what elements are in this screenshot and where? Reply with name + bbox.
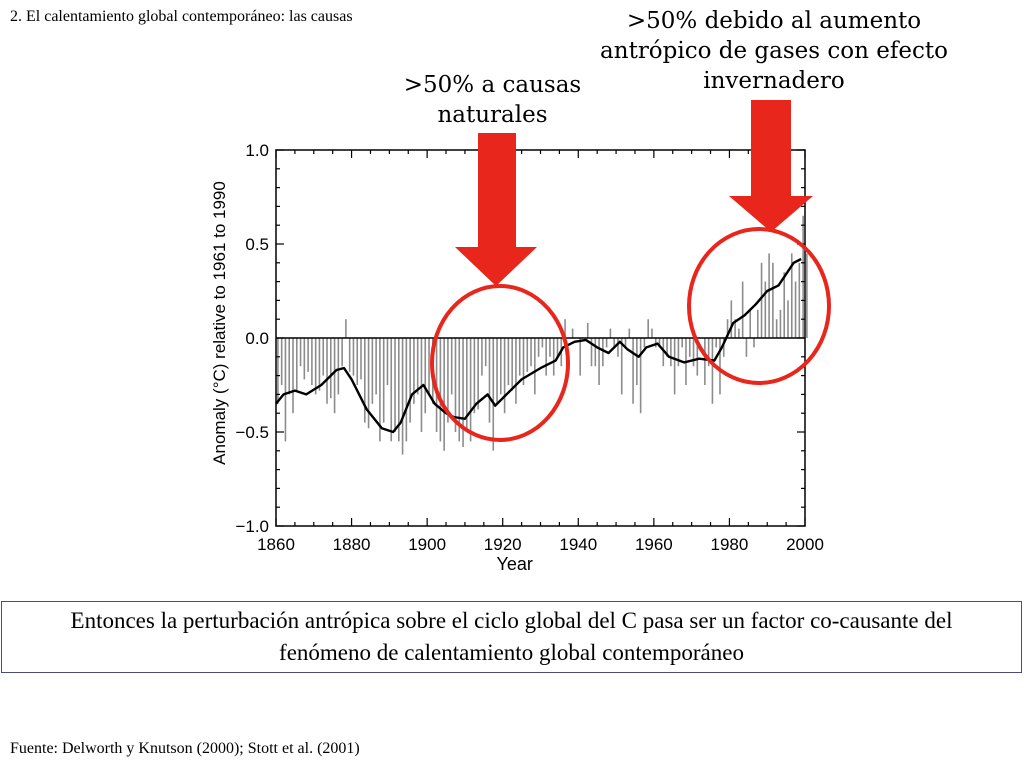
x-tick-label: 1960: [635, 535, 673, 554]
x-axis-label: Year: [497, 554, 533, 574]
slide-title: 2. El calentamiento global contemporáneo…: [10, 8, 353, 25]
y-tick-label: 0.5: [245, 235, 269, 254]
y-tick-label: −0.5: [235, 423, 269, 442]
callout-anthropic-causes: >50% debido al aumento antrópico de gase…: [600, 8, 948, 94]
x-tick-label: 2000: [786, 535, 824, 554]
temperature-anomaly-chart: 1.0 0.5 0.0 −0.5 −1.0 1860 1880 1900 1920 1940 19…: [210, 100, 831, 574]
y-axis-label: Anomaly (°C) relative to 1961 to 1990: [210, 181, 229, 465]
smoothed-anomaly-line: [275, 257, 802, 434]
callout-natural-causes: >50% a causas naturales: [403, 72, 582, 128]
circle-natural-period: [430, 284, 570, 442]
x-tick-label: 1920: [484, 535, 522, 554]
y-tick-label: −1.0: [235, 517, 269, 536]
conclusion-box: Entonces la perturbación antrópica sobre…: [1, 601, 1022, 673]
x-tick-label: 1880: [333, 535, 371, 554]
source-citation: Fuente: Delworth y Knutson (2000); Stott…: [10, 740, 360, 757]
x-tick-label: 1940: [559, 535, 597, 554]
circle-anthropic-period: [687, 227, 831, 385]
y-tick-label: 0.0: [245, 329, 269, 348]
y-tick-label: 1.0: [245, 141, 269, 160]
annual-anomaly-bars: [277, 215, 808, 455]
highlight-annotations: [430, 100, 831, 442]
x-tick-label: 1980: [711, 535, 749, 554]
arrow-natural-causes: [455, 133, 537, 286]
x-tick-label: 1900: [408, 535, 446, 554]
conclusion-text: Entonces la perturbación antrópica sobre…: [70, 608, 953, 665]
axis-ticks: [275, 149, 806, 527]
arrow-anthropic-causes: [729, 100, 813, 232]
x-tick-label: 1860: [257, 535, 295, 554]
